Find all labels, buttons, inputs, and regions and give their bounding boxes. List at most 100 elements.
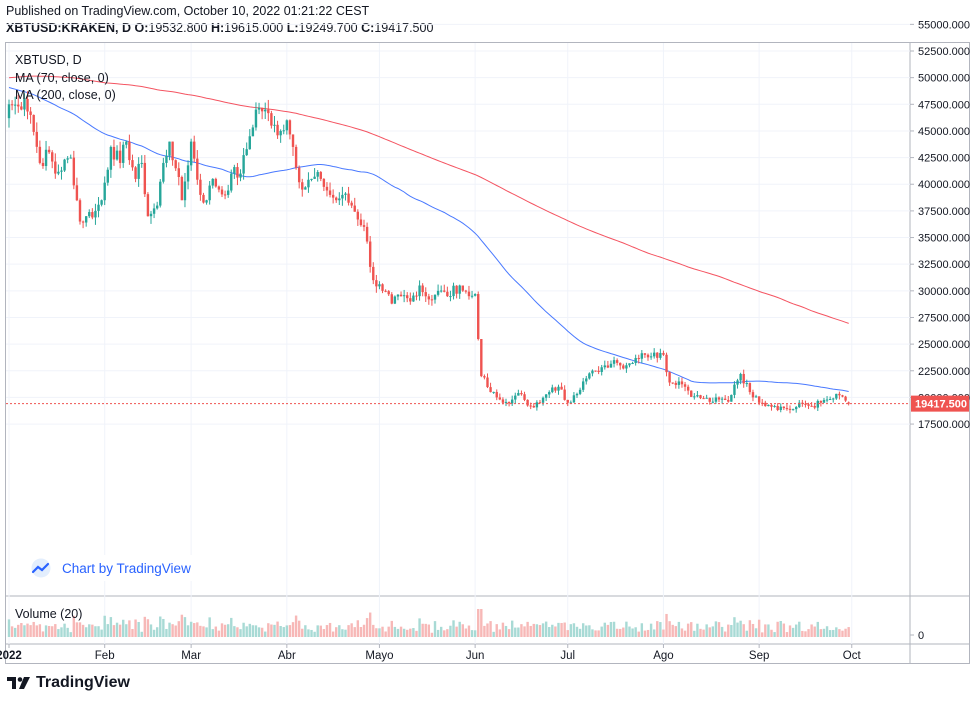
volume-bar <box>501 622 505 637</box>
candle-body <box>347 193 350 203</box>
candle-body <box>365 226 369 242</box>
candle-body <box>535 402 539 408</box>
brand-text: TradingView <box>36 674 130 691</box>
volume-bar <box>727 624 730 637</box>
candle-body <box>294 146 298 168</box>
volume-bar <box>492 631 495 637</box>
candle-body <box>733 384 736 395</box>
candle-body <box>279 130 282 136</box>
candle-body <box>350 202 353 206</box>
tradingview-brand[interactable]: TradingView <box>6 674 130 692</box>
candle-body <box>643 353 647 355</box>
volume-bar <box>328 622 332 637</box>
candle-body <box>316 172 319 177</box>
chart-by-tradingview-badge[interactable]: Chart by TradingView <box>22 555 197 581</box>
volume-bar <box>677 621 681 637</box>
candle-body <box>544 394 548 398</box>
volume-bar <box>631 628 634 637</box>
candle-body <box>662 352 665 355</box>
candle-body <box>254 109 258 128</box>
volume-bar <box>236 627 239 637</box>
candle-body <box>406 295 409 299</box>
volume-bar <box>424 623 427 637</box>
candle-body <box>109 146 113 170</box>
volume-bar <box>699 628 702 637</box>
candle-body <box>736 380 739 385</box>
candle-body <box>162 162 165 182</box>
volume-bar <box>223 624 227 637</box>
volume-bar <box>264 631 267 637</box>
volume-bar <box>279 626 282 637</box>
candle-body <box>38 146 42 163</box>
volume-bar <box>220 623 224 637</box>
y-tick-label: 25000.000 <box>918 339 970 351</box>
volume-bar <box>359 626 363 637</box>
volume-bar <box>273 624 276 637</box>
volume-bar <box>461 624 464 637</box>
volume-bar <box>115 622 119 637</box>
volume-bar <box>720 626 724 637</box>
candle-body <box>60 170 63 172</box>
volume-bar <box>717 622 721 637</box>
candle-body <box>322 178 326 187</box>
volume-bar <box>214 626 218 637</box>
candle-body <box>693 396 696 398</box>
candle-body <box>159 181 162 206</box>
candle-body <box>152 208 156 214</box>
volume-bar <box>600 626 603 637</box>
candle-body <box>492 391 495 393</box>
candle-body <box>600 367 603 372</box>
candle-body <box>609 363 613 368</box>
candle-body <box>155 205 159 209</box>
candle-body <box>683 384 687 387</box>
candle-body <box>665 354 668 373</box>
candle-body <box>825 399 829 401</box>
candle-body <box>35 131 38 147</box>
volume-bar <box>260 627 264 637</box>
candle-body <box>217 186 221 190</box>
volume-bar <box>368 612 372 637</box>
volume-bar <box>801 630 804 637</box>
volume-bar <box>381 626 384 637</box>
volume-bar <box>17 624 20 637</box>
volume-bar <box>69 632 72 637</box>
volume-bar <box>226 624 230 637</box>
volume-bar <box>674 626 677 637</box>
candle-body <box>594 370 597 372</box>
candle-body <box>165 155 168 163</box>
volume-bar <box>291 622 295 637</box>
x-tick-label: 2022 <box>0 650 22 662</box>
volume-bar <box>529 625 532 637</box>
candle-body <box>242 155 245 174</box>
candle-body <box>615 360 619 363</box>
volume-bar <box>825 626 829 637</box>
volume-bar <box>591 629 594 637</box>
volume-bar <box>733 617 736 637</box>
volume-bar <box>686 623 690 637</box>
candle-body <box>146 194 150 217</box>
volume-bar <box>242 622 245 637</box>
volume-bar <box>183 617 187 637</box>
volume-bar <box>609 621 613 637</box>
volume-bar <box>578 628 582 637</box>
candle-body <box>455 285 458 294</box>
volume-bar <box>622 627 625 637</box>
volume-bar <box>152 629 156 637</box>
candle-body <box>412 295 415 302</box>
candle-body <box>251 127 255 137</box>
candle-body <box>368 241 372 267</box>
volume-bar <box>338 625 341 637</box>
candle-body <box>730 394 733 402</box>
volume-bar <box>20 623 23 637</box>
candle-body <box>501 399 505 403</box>
candle-body <box>708 397 711 402</box>
volume-bar <box>430 632 434 637</box>
volume-bar <box>798 621 801 637</box>
volume-bar <box>125 624 128 637</box>
candle-body <box>467 291 471 297</box>
candle-body <box>378 284 381 287</box>
volume-bar <box>211 629 214 637</box>
volume-bar <box>569 624 573 637</box>
candle-body <box>421 285 424 293</box>
